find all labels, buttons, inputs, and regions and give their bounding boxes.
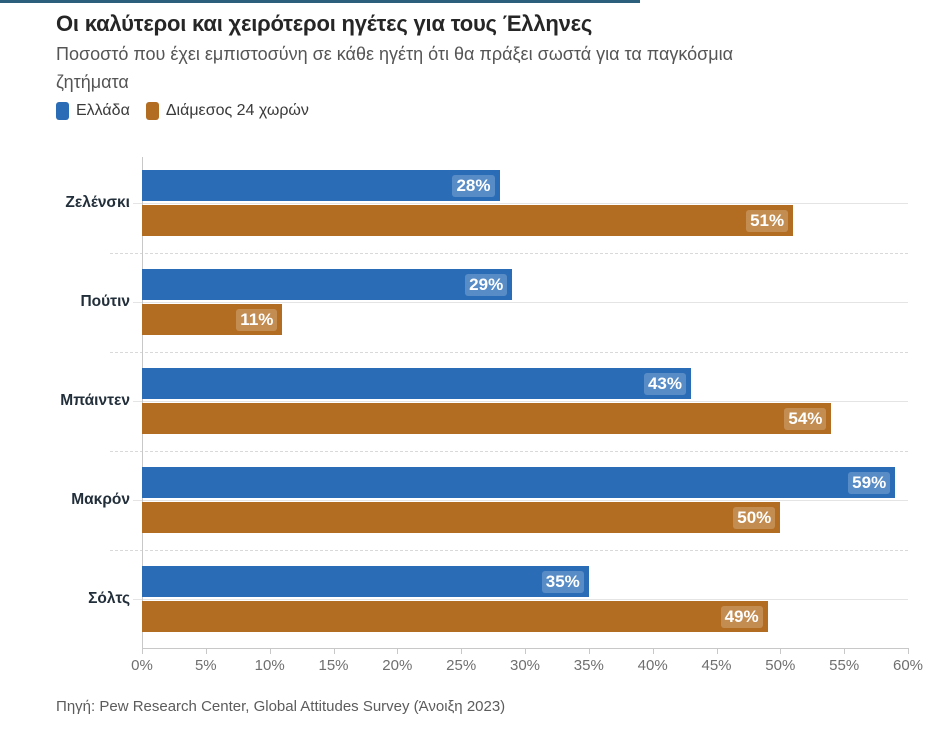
legend-item: Ελλάδα — [56, 102, 130, 120]
axis-tick — [333, 648, 335, 654]
top-accent-rule — [0, 0, 640, 3]
chart-subtitle-line2: ζητήματα — [56, 72, 129, 92]
bar-value-label: 28% — [452, 174, 495, 197]
bar-median-24: 49% — [142, 601, 768, 632]
category-gridline — [133, 401, 908, 402]
axis-tick-label: 5% — [194, 657, 217, 674]
bar-greece: 59% — [142, 467, 896, 498]
axis-tick — [908, 648, 909, 654]
axis-tick — [142, 648, 143, 654]
chart-subtitle-line1: Ποσοστό που έχει εμπιστοσύνη σε κάθε ηγέ… — [56, 44, 734, 64]
axis-tick-label: 50% — [765, 657, 796, 674]
axis-tick-label: 40% — [637, 657, 668, 674]
axis-tick-label: 0% — [131, 657, 153, 674]
axis-tick — [588, 648, 590, 654]
chart-subtitle: Ποσοστό που έχει εμπιστοσύνη σε κάθε ηγέ… — [56, 40, 733, 96]
bar-value-label: 49% — [720, 605, 763, 628]
category-label: Πούτιν — [80, 293, 130, 310]
bar-greece: 43% — [142, 368, 691, 399]
axis-tick — [525, 648, 526, 654]
axis-tick — [652, 648, 654, 654]
category-gridline — [133, 203, 908, 204]
legend-swatch — [56, 102, 69, 120]
category-label: Μακρόν — [71, 491, 130, 508]
axis-tick — [716, 648, 718, 654]
axis-tick-label: 30% — [509, 657, 541, 674]
category-gridline — [133, 500, 908, 501]
axis-tick-label: 55% — [829, 657, 860, 674]
group-separator — [110, 450, 908, 452]
bar-median-24: 50% — [142, 502, 781, 533]
category-label: Σόλτς — [88, 590, 130, 607]
bar-value-label: 11% — [236, 308, 278, 331]
bar-value-label: 59% — [848, 471, 891, 494]
axis-tick — [461, 648, 463, 654]
bar-value-label: 35% — [541, 570, 584, 593]
axis-tick-label: 10% — [254, 657, 285, 674]
axis-tick-label: 25% — [446, 657, 477, 674]
axis-tick — [780, 648, 782, 654]
legend-swatch — [145, 102, 159, 120]
source-note: Πηγή: Pew Research Center, Global Attitu… — [56, 698, 506, 715]
legend: Ελλάδα Διάμεσος 24 χωρών — [56, 102, 309, 120]
group-separator — [110, 351, 908, 353]
axis-tick-label: 60% — [892, 657, 924, 674]
bar-value-label: 50% — [733, 506, 776, 529]
plot-area: Ζελένσκι 28% 51% Πούτιν 29% 11% Μπάιντεν 43% 54%… — [60, 155, 923, 674]
bar-median-24: 51% — [142, 205, 794, 236]
bar-value-label: 29% — [465, 273, 508, 296]
bar-greece: 28% — [142, 170, 500, 201]
bar-median-24: 54% — [142, 403, 832, 434]
axis-tick — [269, 648, 271, 654]
axis-tick — [844, 648, 846, 654]
group-separator — [110, 549, 908, 551]
axis-tick — [205, 648, 207, 654]
axis-tick-label: 15% — [318, 657, 349, 674]
bar-greece: 35% — [142, 566, 589, 597]
chart-title: Οι καλύτεροι και χειρότεροι ηγέτες για τ… — [56, 11, 593, 36]
group-separator — [110, 252, 908, 254]
axis-tick — [397, 648, 399, 654]
category-gridline — [133, 302, 908, 303]
bar-value-label: 43% — [643, 372, 686, 395]
bar-greece: 29% — [142, 269, 513, 300]
category-label: Ζελένσκι — [65, 194, 130, 211]
legend-item: Διάμεσος 24 χωρών — [145, 102, 309, 120]
bar-value-label: 54% — [784, 407, 827, 430]
y-axis-line — [142, 157, 143, 648]
axis-tick-label: 35% — [573, 657, 604, 674]
legend-item-label: Ελλάδα — [76, 102, 130, 119]
axis-tick-label: 45% — [701, 657, 732, 674]
bar-median-24: 11% — [142, 304, 283, 335]
legend-item-label: Διάμεσος 24 χωρών — [165, 102, 309, 119]
category-gridline — [133, 599, 908, 600]
axis-tick-label: 20% — [382, 657, 413, 674]
bar-value-label: 51% — [746, 209, 789, 232]
category-label: Μπάιντεν — [60, 392, 130, 409]
